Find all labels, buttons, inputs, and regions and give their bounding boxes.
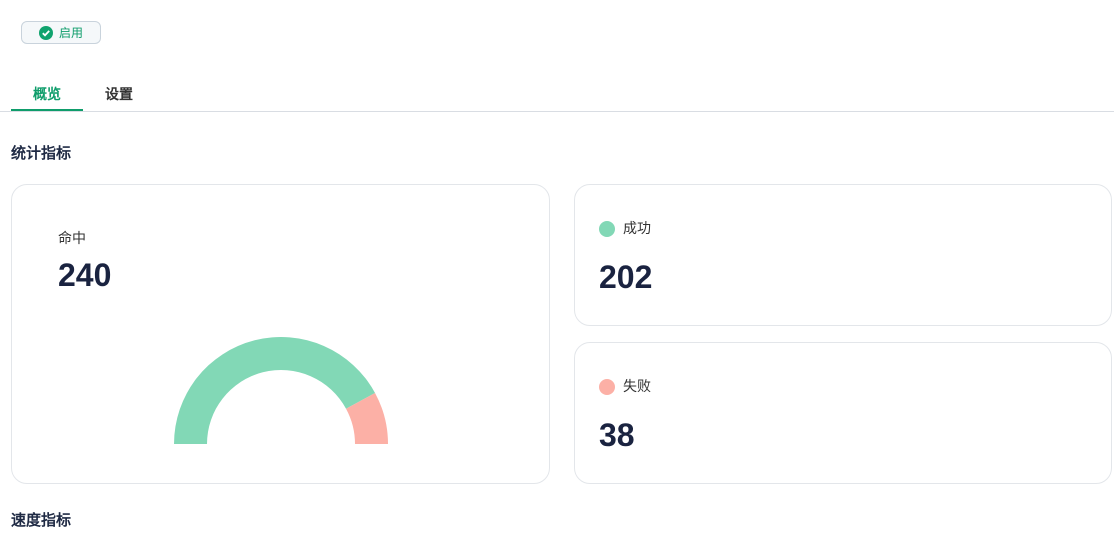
legend-dot <box>599 221 615 238</box>
tab[interactable]: 概览 <box>33 86 61 102</box>
stat-name: 成功 <box>623 220 651 236</box>
section-title: 速度指标 <box>11 512 72 529</box>
status-badge[interactable]: 启用 <box>21 21 101 44</box>
tab-underline <box>11 109 83 111</box>
status-label: 启用 <box>58 26 83 40</box>
tab[interactable]: 设置 <box>105 86 133 102</box>
section-title: 统计指标 <box>11 145 72 162</box>
legend-dot <box>599 379 615 396</box>
stat-card: 失败 38 <box>574 342 1112 484</box>
hit-label: 命中 <box>58 230 86 246</box>
stat-card: 成功 202 <box>574 184 1112 326</box>
stat-name: 失败 <box>623 378 651 394</box>
hit-value: 240 <box>58 257 112 293</box>
stat-value: 38 <box>599 417 635 453</box>
gauge-segment <box>174 337 376 444</box>
tab-bar: 概览 设置 <box>0 76 1114 112</box>
gauge <box>174 337 388 444</box>
gauge-segment <box>346 392 388 444</box>
stat-label: 失败 <box>599 376 651 396</box>
stat-label: 成功 <box>599 218 651 238</box>
hit-card: 命中 240 <box>11 184 550 484</box>
stat-value: 202 <box>599 259 653 295</box>
check-icon <box>38 25 53 40</box>
